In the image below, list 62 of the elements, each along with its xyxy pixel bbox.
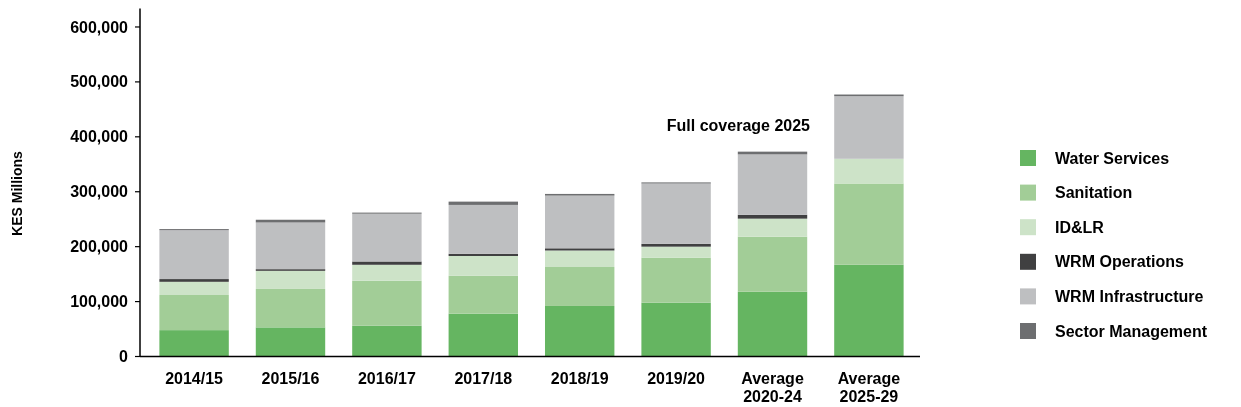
legend-label: ID&LR [1055, 218, 1105, 236]
bar [159, 330, 229, 357]
y-tick-label: 600,000 [70, 18, 129, 36]
bar [641, 246, 711, 258]
bar [448, 313, 518, 357]
annotation: Full coverage 2025 [666, 117, 811, 134]
y-tick-label: 400,000 [70, 128, 129, 146]
bar [159, 279, 229, 282]
bar [545, 266, 615, 306]
bar [834, 183, 904, 265]
x-tick-label: 2014/15 [165, 369, 224, 387]
x-tick-label: 2018/19 [550, 369, 609, 387]
bar [641, 183, 711, 244]
bar [448, 201, 518, 205]
legend-label: WRM Operations [1055, 253, 1184, 271]
y-tick-label: 300,000 [70, 183, 129, 201]
bar [641, 257, 711, 303]
bar [352, 325, 422, 357]
bar [545, 248, 615, 251]
y-tick-label: 0 [119, 348, 129, 366]
bar [159, 294, 229, 331]
x-tick-label: Average 2025-29 [837, 369, 901, 405]
legend-label: Sector Management [1055, 322, 1208, 340]
bar [545, 250, 615, 267]
y-tick-label: 200,000 [70, 238, 129, 256]
bar [737, 236, 808, 292]
bar [255, 327, 326, 357]
bar [448, 253, 518, 256]
x-tick-label: Average 2020-24 [741, 369, 804, 405]
bar [545, 195, 615, 249]
bar [448, 204, 518, 254]
bar [737, 154, 808, 215]
x-tick-label: 2016/17 [357, 369, 416, 387]
legend-label: Sanitation [1055, 184, 1133, 202]
bar [834, 158, 904, 184]
legend-label: WRM Infrastructure [1055, 288, 1204, 305]
bar [737, 214, 808, 219]
bar [641, 243, 711, 247]
bar [737, 291, 808, 357]
x-tick-label: 2017/18 [454, 369, 513, 387]
x-tick-label: 2015/16 [261, 369, 320, 387]
bar [352, 213, 422, 262]
bar [448, 256, 518, 276]
legend-label: Water Services [1055, 149, 1170, 167]
bar [159, 281, 229, 295]
bar [448, 275, 518, 314]
bar [159, 230, 229, 280]
bar [834, 96, 904, 159]
bar [545, 305, 615, 357]
x-tick-label: 2019/20 [647, 369, 706, 387]
bar [641, 302, 711, 357]
bar [834, 264, 904, 357]
bar [255, 222, 326, 270]
y-tick-label: 100,000 [70, 293, 129, 311]
y-tick-label: 500,000 [70, 73, 129, 91]
bar [352, 261, 422, 265]
bar [255, 270, 326, 289]
bar [737, 218, 808, 237]
bar [255, 288, 326, 328]
y-axis-title: KES Millions [9, 150, 25, 236]
bar [352, 264, 422, 281]
bar [352, 280, 422, 326]
